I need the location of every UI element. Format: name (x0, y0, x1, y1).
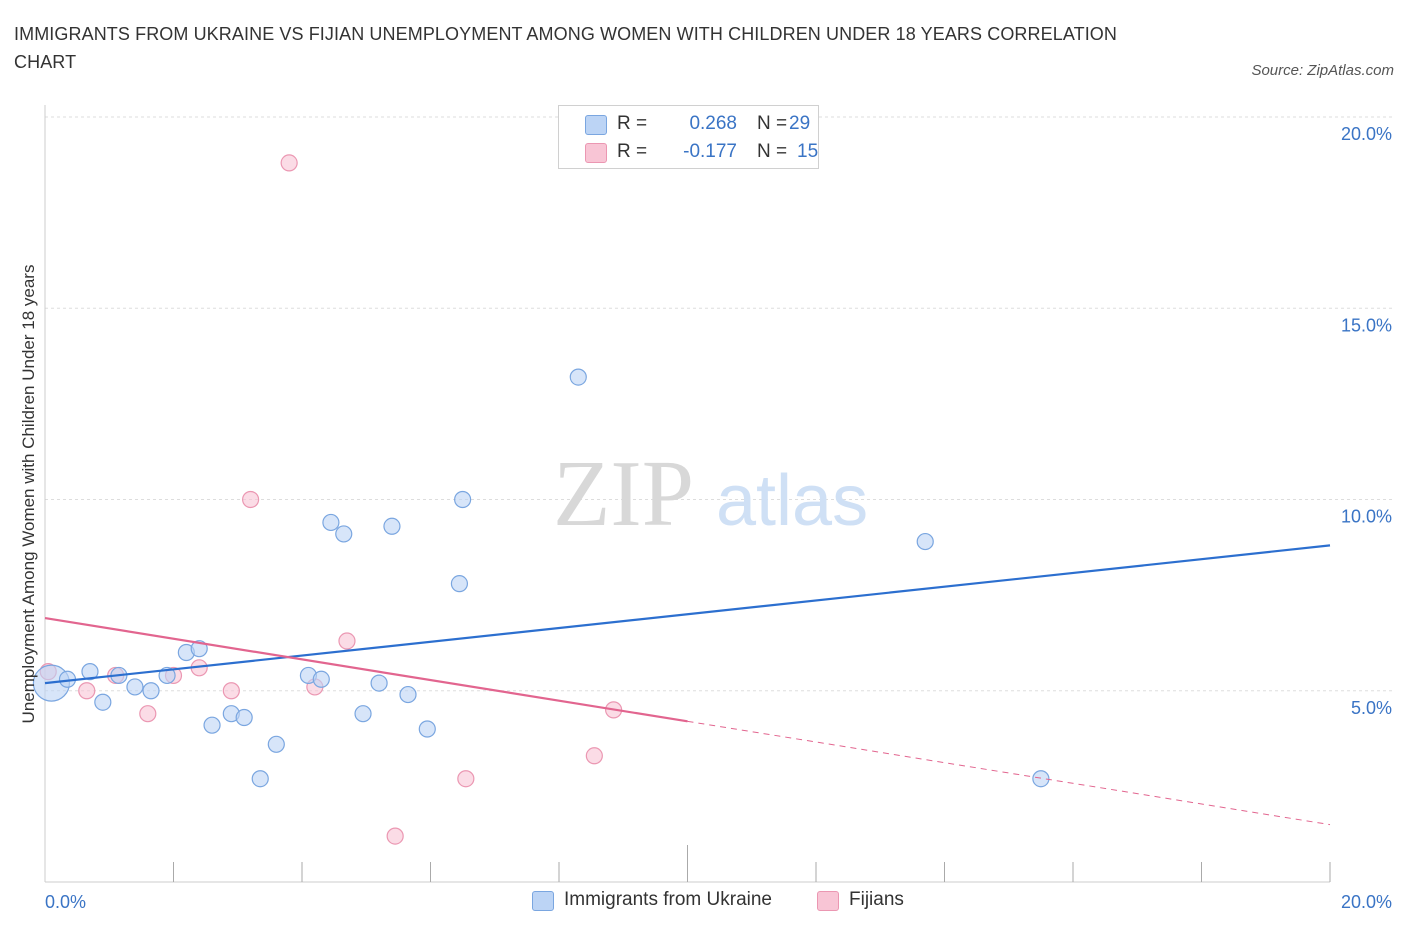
ukraine-swatch (585, 115, 607, 135)
fijian-trendline-extension (687, 720, 1331, 826)
legend-n-value: 29 (789, 113, 811, 134)
y-tick-label: 5.0% (1351, 698, 1392, 718)
ukraine-point (81, 663, 99, 681)
fijian-point (242, 490, 260, 509)
ukraine-point (126, 678, 144, 696)
fijian-point (386, 827, 404, 845)
fijian-point (280, 154, 298, 172)
fijian-point (585, 747, 603, 765)
ukraine-point (203, 716, 221, 734)
fijian-trendline (44, 616, 688, 723)
legend-n-value: 15 (797, 141, 819, 162)
ukraine-point (312, 670, 330, 688)
source-label: Source: ZipAtlas.com (1251, 62, 1394, 79)
ukraine-point (94, 693, 112, 711)
legend-n-label: N = (757, 141, 788, 162)
legend-label-fijians: Fijians (849, 889, 904, 910)
grid-layer (45, 116, 1392, 692)
y-axis-label: Unemployment Among Women with Children U… (19, 265, 38, 724)
ukraine-point (399, 685, 417, 704)
fijian-point (78, 682, 96, 700)
ukraine-swatch (532, 891, 554, 911)
ukraine-point (916, 532, 934, 551)
ukraine-point (370, 674, 388, 692)
legend-r-value: 0.268 (689, 113, 737, 134)
y-tick-label: 20.0% (1341, 124, 1392, 144)
watermark-atlas: atlas (716, 461, 868, 541)
ukraine-point (251, 770, 269, 788)
ukraine-point (1032, 770, 1050, 788)
watermark-zip: ZIP (553, 442, 694, 546)
trend-layer (44, 544, 1331, 826)
y-tick-label: 15.0% (1341, 315, 1392, 335)
legend-r-label: R = (617, 113, 648, 134)
legend-r-value: -0.177 (683, 141, 737, 162)
ukraine-trendline (44, 544, 1331, 685)
axes-layer: 5.0% 10.0% 15.0% 20.0% 0.0% 20.0% (44, 105, 1392, 912)
points-layer (32, 154, 1050, 845)
ukraine-point (354, 705, 372, 723)
correlation-legend: R = 0.268 N = 29 R = -0.177 N = 15 (558, 105, 819, 169)
fijian-point (457, 770, 475, 788)
ukraine-point (335, 525, 353, 543)
ukraine-point (142, 682, 160, 700)
ukraine-point (383, 517, 401, 535)
fijian-point (222, 682, 240, 700)
ukraine-point (454, 490, 472, 509)
fijian-point (338, 632, 356, 650)
x-tick-label: 20.0% (1341, 892, 1392, 912)
ukraine-point (267, 735, 285, 753)
chart-title: IMMIGRANTS FROM UKRAINE VS FIJIAN UNEMPL… (14, 24, 1118, 72)
ukraine-point (322, 513, 340, 532)
fijians-swatch (817, 891, 839, 911)
x-tick-label: 0.0% (45, 892, 86, 912)
watermark: ZIP atlas (553, 442, 868, 546)
legend-r-label: R = (617, 141, 648, 162)
ukraine-point (190, 640, 208, 658)
fijians-swatch (585, 143, 607, 163)
y-tick-label: 10.0% (1341, 507, 1392, 527)
ukraine-point (235, 708, 253, 727)
ukraine-point (569, 368, 587, 386)
ukraine-point (450, 575, 469, 593)
fijian-point (139, 705, 157, 723)
legend-n-label: N = (757, 113, 788, 134)
legend-label-ukraine: Immigrants from Ukraine (564, 889, 772, 910)
ukraine-point (418, 720, 436, 738)
